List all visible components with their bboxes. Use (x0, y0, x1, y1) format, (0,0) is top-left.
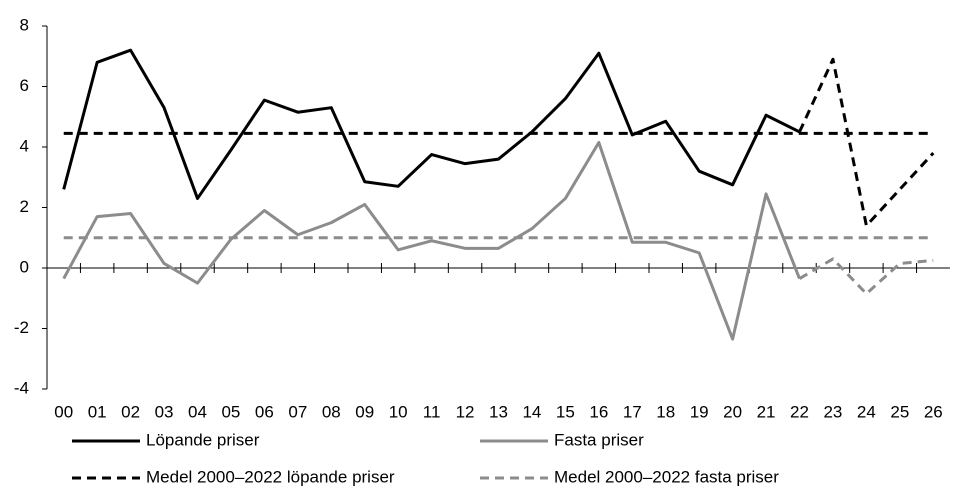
y-tick-label: 8 (20, 15, 29, 34)
x-tick-label: 11 (423, 402, 441, 421)
x-tick-label: 15 (556, 402, 575, 421)
legend-label: Löpande priser (146, 430, 260, 449)
series-line (798, 57, 935, 228)
legend-label: Fasta priser (554, 430, 644, 449)
series-line (62, 140, 801, 341)
x-tick-label: 09 (355, 402, 374, 421)
legend-label: Medel 2000–2022 löpande priser (146, 467, 395, 486)
x-tick-label: 03 (155, 402, 174, 421)
series-line (62, 48, 801, 200)
x-tick-label: 22 (790, 402, 809, 421)
x-tick-label: 04 (188, 402, 207, 421)
x-tick-label: 19 (690, 402, 709, 421)
x-tick-label: 23 (823, 402, 842, 421)
y-tick-label: 0 (20, 257, 29, 276)
x-tick-label: 21 (757, 402, 776, 421)
legend-label: Medel 2000–2022 fasta priser (554, 467, 779, 486)
y-tick-label: 4 (20, 136, 29, 155)
x-tick-label: 13 (489, 402, 508, 421)
x-tick-label: 10 (389, 402, 408, 421)
y-tick-label: 2 (20, 197, 29, 216)
x-tick-label: 24 (857, 402, 876, 421)
x-tick-label: 12 (456, 402, 475, 421)
x-tick-label: 05 (221, 402, 240, 421)
x-tick-label: 06 (255, 402, 274, 421)
x-tick-label: 20 (723, 402, 742, 421)
x-tick-label: 08 (322, 402, 341, 421)
series-line (798, 257, 934, 296)
x-tick-label: 16 (589, 402, 608, 421)
x-tick-label: 17 (623, 402, 642, 421)
x-tick-label: 25 (890, 402, 909, 421)
x-tick-label: 02 (121, 402, 140, 421)
x-tick-label: 00 (54, 402, 73, 421)
x-tick-label: 18 (656, 402, 675, 421)
y-tick-label: 6 (20, 76, 29, 95)
y-tick-label: -4 (14, 378, 29, 397)
x-tick-label: 07 (288, 402, 307, 421)
x-tick-label: 14 (522, 402, 541, 421)
x-tick-label: 01 (88, 402, 107, 421)
y-tick-label: -2 (14, 318, 29, 337)
x-tick-label: 26 (924, 402, 943, 421)
